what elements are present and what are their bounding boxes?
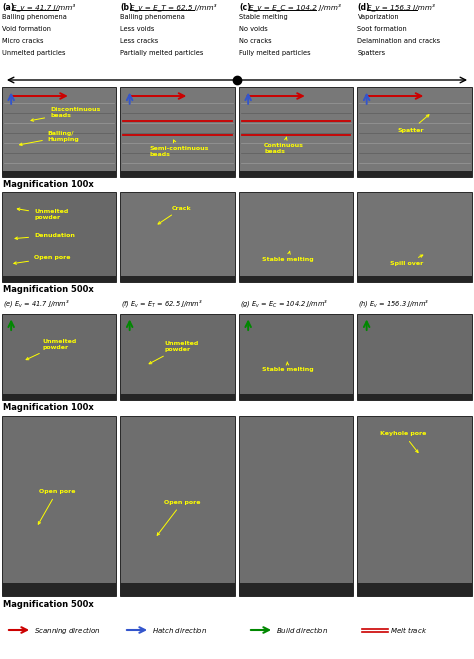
Bar [2, 171, 117, 177]
Bar [2, 192, 117, 282]
Text: (e) $E_v$ = 41.7 J/mm³: (e) $E_v$ = 41.7 J/mm³ [3, 298, 70, 309]
Bar [2, 314, 117, 400]
Bar [120, 583, 235, 596]
Bar [239, 87, 354, 177]
Bar [357, 314, 472, 400]
Bar [2, 583, 117, 596]
Text: Less cracks: Less cracks [120, 38, 159, 44]
Bar [357, 87, 472, 177]
Bar [239, 275, 354, 282]
Bar [120, 394, 235, 400]
Bar [357, 394, 472, 400]
Text: Unmelted particles: Unmelted particles [2, 50, 65, 56]
Text: Partially melted particles: Partially melted particles [120, 50, 204, 56]
Bar [357, 192, 472, 282]
Bar [120, 171, 235, 177]
Text: Balling/
Humping: Balling/ Humping [19, 131, 80, 146]
Bar [357, 583, 472, 596]
Bar [357, 416, 472, 596]
Bar [120, 314, 235, 400]
Bar [357, 171, 472, 177]
Text: (a): (a) [2, 3, 14, 12]
Text: Open pore: Open pore [157, 500, 201, 535]
Text: (d): (d) [357, 3, 370, 12]
Text: (c): (c) [239, 3, 251, 12]
Bar [2, 275, 117, 282]
Text: Unmelted
powder: Unmelted powder [17, 208, 68, 220]
Text: Micro cracks: Micro cracks [2, 38, 44, 44]
Text: Soot formation: Soot formation [357, 26, 407, 32]
Text: E_v = 156.3 J/mm³: E_v = 156.3 J/mm³ [367, 3, 436, 11]
Bar [239, 394, 354, 400]
Bar [120, 275, 235, 282]
Text: Keyhole pore: Keyhole pore [381, 432, 427, 453]
Bar [120, 87, 235, 177]
Bar [120, 416, 235, 596]
Text: Stable melting: Stable melting [239, 14, 288, 20]
Text: Fully melted particles: Fully melted particles [239, 50, 310, 56]
Text: Crack: Crack [158, 206, 191, 224]
Text: (b): (b) [120, 3, 133, 12]
Text: Denudation: Denudation [15, 233, 75, 239]
Text: Unmelted
powder: Unmelted powder [26, 339, 76, 360]
Text: Void formation: Void formation [2, 26, 51, 32]
Bar [120, 192, 235, 282]
Bar [239, 583, 354, 596]
Text: Discontinuous
beads: Discontinuous beads [31, 107, 100, 121]
Text: $\it{Scanning\ direction}$: $\it{Scanning\ direction}$ [34, 625, 101, 635]
Text: Magnification 500x: Magnification 500x [3, 285, 94, 294]
Text: Magnification 100x: Magnification 100x [3, 403, 94, 412]
Text: E_v = E_C = 104.2 J/mm³: E_v = E_C = 104.2 J/mm³ [249, 3, 341, 11]
Text: No cracks: No cracks [239, 38, 272, 44]
Text: E_v = 41.7 J/mm³: E_v = 41.7 J/mm³ [12, 3, 75, 11]
Text: $\it{Melt\ track}$: $\it{Melt\ track}$ [390, 625, 428, 635]
Text: (h) $E_v$ = 156.3 J/mm³: (h) $E_v$ = 156.3 J/mm³ [358, 298, 429, 309]
Text: Stable melting: Stable melting [262, 251, 313, 262]
Text: Unmelted
powder: Unmelted powder [149, 341, 198, 364]
Text: Spatter: Spatter [398, 115, 429, 132]
Bar [2, 87, 117, 177]
Text: Spill over: Spill over [390, 255, 423, 266]
Text: $\it{Build\ direction}$: $\it{Build\ direction}$ [276, 625, 328, 635]
Text: Open pore: Open pore [38, 489, 75, 525]
Text: Spatters: Spatters [357, 50, 386, 56]
Text: Delamination and cracks: Delamination and cracks [357, 38, 441, 44]
Text: Semi-continuous
beads: Semi-continuous beads [149, 140, 209, 158]
Text: Open pore: Open pore [14, 255, 71, 264]
Text: Less voids: Less voids [120, 26, 155, 32]
Bar [2, 394, 117, 400]
Text: (g) $E_v$ = $E_C$ = 104.2 J/mm³: (g) $E_v$ = $E_C$ = 104.2 J/mm³ [240, 298, 328, 309]
Text: No voids: No voids [239, 26, 268, 32]
Text: Continuous
beads: Continuous beads [264, 137, 304, 154]
Bar [239, 416, 354, 596]
Text: Balling phenomena: Balling phenomena [120, 14, 185, 20]
Bar [239, 171, 354, 177]
Text: (f) $E_v$ = $E_T$ = 62.5 J/mm³: (f) $E_v$ = $E_T$ = 62.5 J/mm³ [121, 298, 203, 309]
Bar [239, 192, 354, 282]
Text: Vaporization: Vaporization [357, 14, 399, 20]
Text: Magnification 100x: Magnification 100x [3, 180, 94, 189]
Bar [2, 416, 117, 596]
Text: $\it{Hatch\ direction}$: $\it{Hatch\ direction}$ [152, 625, 207, 635]
Bar [357, 275, 472, 282]
Bar [239, 314, 354, 400]
Text: Balling phenomena: Balling phenomena [2, 14, 67, 20]
Text: E_v = E_T = 62.5 J/mm³: E_v = E_T = 62.5 J/mm³ [130, 3, 217, 11]
Text: Magnification 500x: Magnification 500x [3, 600, 94, 609]
Text: Stable melting: Stable melting [262, 362, 313, 372]
